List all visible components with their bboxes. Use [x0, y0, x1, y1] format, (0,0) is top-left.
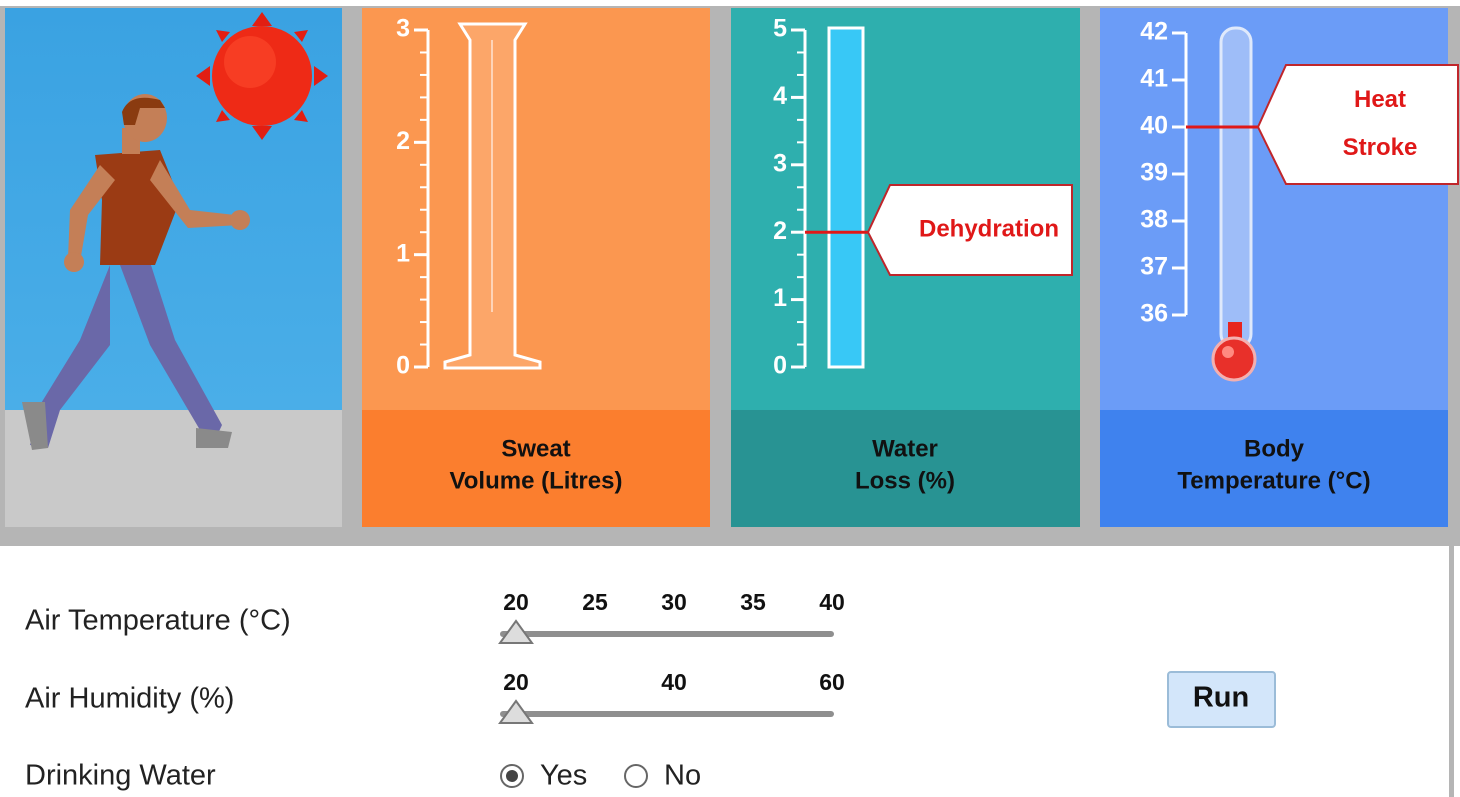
radio-label[interactable]: No [664, 760, 701, 792]
slider-tick-label: 40 [819, 589, 845, 615]
gauge-tick-label: 42 [1140, 18, 1168, 46]
right-edge [1449, 546, 1454, 797]
control-label: Air Humidity (%) [25, 683, 234, 715]
threshold-label: Stroke [1343, 134, 1418, 161]
threshold-label: Dehydration [919, 215, 1059, 242]
gauge-tick-label: 4 [773, 82, 787, 110]
gauge-tick-label: 1 [773, 284, 787, 312]
panel-label: Sweat [501, 435, 570, 462]
gauge-tick-label: 0 [396, 352, 410, 380]
slider-track [500, 631, 834, 637]
panel-label: Loss (%) [855, 467, 955, 494]
threshold-callout [1258, 65, 1458, 184]
slider-tick-label: 20 [503, 589, 529, 615]
gauge-tick-label: 40 [1140, 112, 1168, 140]
slider-tick-label: 60 [819, 669, 845, 695]
radio-dot [506, 770, 518, 782]
panel-label: Temperature (°C) [1177, 467, 1370, 494]
slider-tick-label: 25 [582, 589, 608, 615]
water-tube [829, 28, 863, 367]
panel-label: Body [1244, 435, 1305, 462]
radio-label[interactable]: Yes [540, 760, 587, 792]
slider-tick-label: 40 [661, 669, 687, 695]
run-button[interactable]: Run [1168, 672, 1275, 727]
gauge-tick-label: 36 [1140, 300, 1168, 328]
radio-button[interactable] [625, 765, 647, 787]
gauge-tick-label: 39 [1140, 159, 1168, 187]
gauge-tick-label: 0 [773, 352, 787, 380]
gauge-tick-label: 38 [1140, 206, 1168, 234]
gauge-tick-label: 5 [773, 15, 787, 43]
control-label: Drinking Water [25, 760, 216, 792]
sweat-panel [362, 8, 710, 410]
slider-tick-label: 30 [661, 589, 687, 615]
panel-label: Water [872, 435, 938, 462]
gauge-tick-label: 3 [396, 15, 410, 43]
gauge-tick-label: 41 [1140, 65, 1168, 93]
panel-label: Volume (Litres) [450, 467, 623, 494]
gauge-tick-label: 1 [396, 239, 410, 267]
control-label: Air Temperature (°C) [25, 605, 291, 637]
gauge-tick-label: 3 [773, 149, 787, 177]
threshold-label: Heat [1354, 86, 1406, 113]
simulation: Air Temperature (°C) Air Humidity (%) Dr… [0, 0, 1460, 797]
scene [5, 8, 342, 527]
gauge-tick-label: 2 [773, 217, 787, 245]
run-label[interactable]: Run [1193, 682, 1249, 714]
slider-tick-label: 35 [740, 589, 766, 615]
slider-track [500, 711, 834, 717]
gauge-tick-label: 37 [1140, 253, 1168, 281]
slider-tick-label: 20 [503, 669, 529, 695]
gauge-tick-label: 2 [396, 127, 410, 155]
